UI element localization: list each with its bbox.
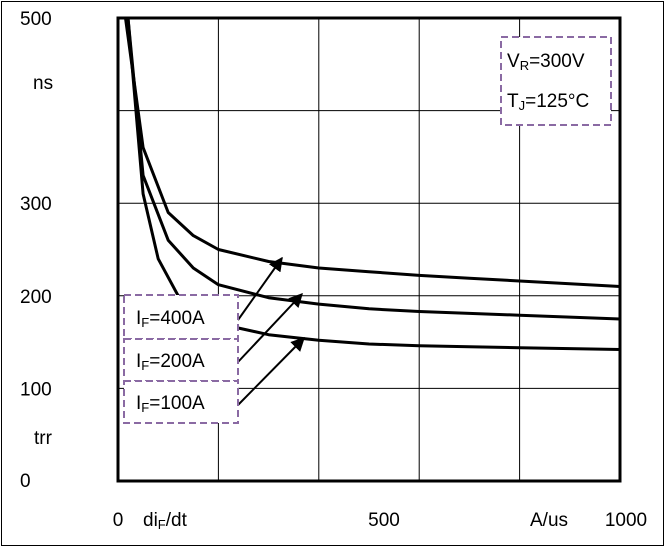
x-tick-label: 0 bbox=[113, 510, 124, 531]
plot-border bbox=[116, 16, 622, 483]
y-tick-label: 200 bbox=[20, 287, 52, 308]
x-tick-label: 500 bbox=[368, 510, 400, 531]
y-tick-label: 100 bbox=[20, 379, 52, 400]
x-tick-label: 1000 bbox=[605, 510, 647, 531]
series-label: IF=400A bbox=[136, 308, 205, 330]
y-tick-label: 0 bbox=[20, 471, 31, 492]
condition-text: TJ=125°C bbox=[507, 91, 589, 113]
series-label: IF=100A bbox=[136, 393, 205, 415]
series-label: IF=200A bbox=[136, 351, 205, 373]
series-label-box bbox=[123, 294, 239, 340]
y-tick-label: 300 bbox=[20, 194, 52, 215]
y-tick-label: 500 bbox=[20, 9, 52, 30]
axes bbox=[116, 16, 622, 483]
series-line-IF=200A bbox=[126, 17, 621, 321]
conditions-box bbox=[500, 36, 612, 126]
series-arrow bbox=[237, 256, 283, 321]
y-axis-label: trr bbox=[34, 428, 53, 449]
annotations: IF=400A IF=200A IF=100A VR=300V TJ=125°C bbox=[123, 36, 612, 424]
series-line-IF=400A bbox=[124, 17, 621, 288]
series-arrow bbox=[237, 337, 305, 406]
x-unit: A/us bbox=[530, 510, 568, 531]
series-label-box bbox=[123, 380, 239, 424]
arrows bbox=[237, 256, 305, 406]
y-unit: ns bbox=[33, 73, 53, 94]
condition-text: VR=300V bbox=[507, 51, 585, 73]
tick-labels: 0 100 200 300 500 ns trr 0 500 1000 diF/dt A/us bbox=[20, 9, 647, 532]
x-axis-label: diF/dt bbox=[143, 510, 188, 532]
series-arrow bbox=[237, 292, 303, 363]
